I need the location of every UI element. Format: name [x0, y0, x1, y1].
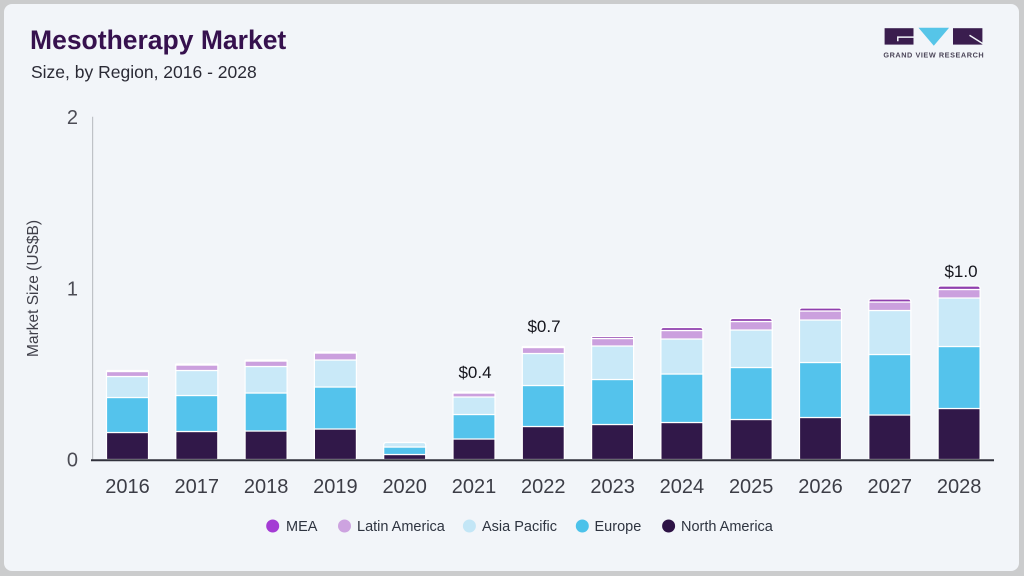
svg-text:GRAND VIEW RESEARCH: GRAND VIEW RESEARCH — [883, 51, 984, 60]
svg-text:Mesotherapy Market: Mesotherapy Market — [30, 25, 286, 55]
svg-text:2021: 2021 — [452, 476, 497, 498]
svg-text:1: 1 — [67, 279, 78, 301]
svg-text:North America: North America — [681, 519, 774, 535]
svg-text:Asia Pacific: Asia Pacific — [482, 519, 557, 535]
svg-text:$0.4: $0.4 — [458, 363, 491, 382]
svg-text:2025: 2025 — [729, 476, 774, 498]
svg-text:2017: 2017 — [175, 476, 220, 498]
svg-text:$0.7: $0.7 — [527, 317, 560, 336]
svg-text:$1.0: $1.0 — [944, 262, 977, 281]
svg-text:2020: 2020 — [382, 476, 427, 498]
svg-text:2028: 2028 — [937, 476, 982, 498]
svg-text:Latin America: Latin America — [357, 519, 446, 535]
svg-text:2016: 2016 — [105, 476, 150, 498]
svg-text:Europe: Europe — [595, 519, 642, 535]
svg-text:2026: 2026 — [798, 476, 843, 498]
svg-text:2022: 2022 — [521, 476, 566, 498]
svg-text:MEA: MEA — [286, 519, 318, 535]
svg-text:2023: 2023 — [590, 476, 635, 498]
svg-text:2027: 2027 — [868, 476, 913, 498]
svg-text:Size, by Region, 2016 - 2028: Size, by Region, 2016 - 2028 — [31, 62, 257, 82]
svg-text:2024: 2024 — [660, 476, 705, 498]
svg-text:Market Size (US$B): Market Size (US$B) — [25, 220, 42, 357]
svg-text:2018: 2018 — [244, 476, 289, 498]
svg-text:2019: 2019 — [313, 476, 358, 498]
svg-text:2: 2 — [67, 107, 78, 129]
svg-text:0: 0 — [67, 450, 78, 472]
